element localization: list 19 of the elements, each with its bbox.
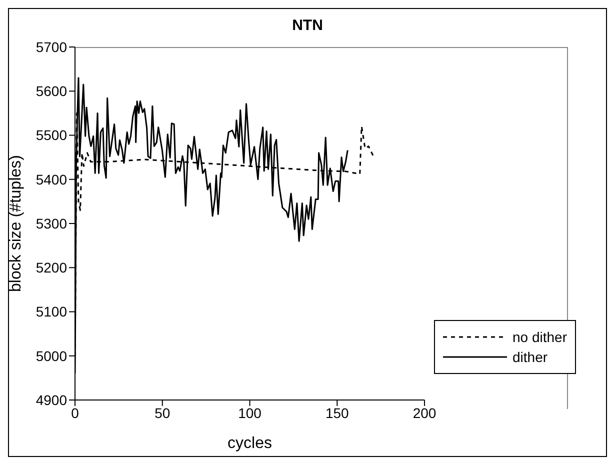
x-tick-label: 100 (238, 404, 262, 421)
y-tick-label: 5400 (36, 171, 68, 188)
y-tick-label: 5200 (36, 260, 68, 276)
legend-label: no dither (512, 329, 567, 345)
y-tick-label: 5600 (36, 83, 68, 100)
x-tick-label: 50 (154, 404, 170, 421)
x-tick-label: 0 (71, 404, 80, 421)
y-tick-label: 5100 (36, 304, 68, 320)
legend-label: dither (512, 349, 548, 365)
chart-title: NTN (291, 17, 324, 34)
y-tick-label: 5300 (36, 215, 68, 232)
x-tick-label: 150 (325, 404, 350, 421)
y-axis-title: block size (#tuples) (8, 155, 25, 292)
y-tick-label: 4900 (36, 392, 68, 408)
y-tick-label: 5500 (36, 127, 68, 144)
y-tick-label: 5000 (36, 348, 68, 364)
y-tick-label: 5700 (36, 38, 68, 55)
x-axis-title: cycles (228, 435, 272, 452)
x-tick-label: 200 (412, 404, 436, 421)
